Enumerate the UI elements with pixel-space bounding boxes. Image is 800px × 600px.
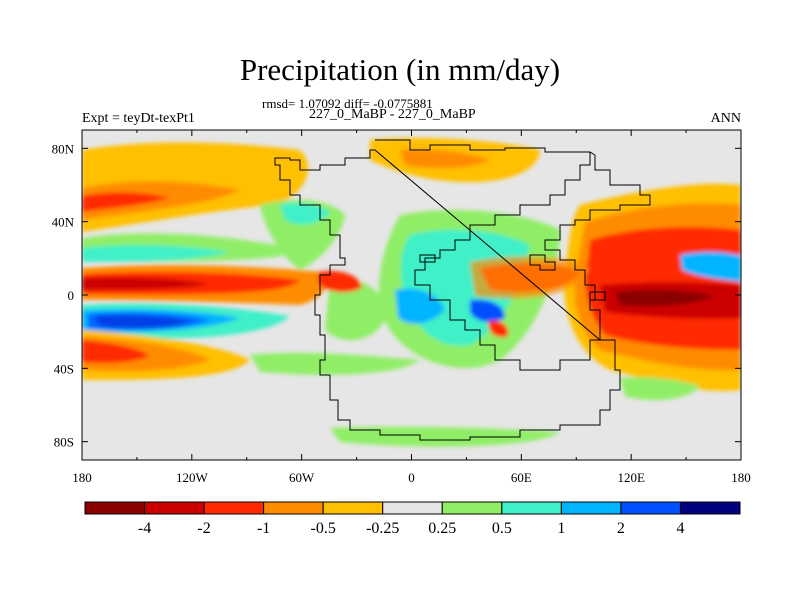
field-right-maroon xyxy=(615,289,715,307)
lat-tick-label: 40N xyxy=(52,215,75,230)
lat-tick-label: 80S xyxy=(54,435,74,450)
colorbar: -4 -2 -1 -0.5 -0.25 0.25 0.5 1 2 4 xyxy=(84,501,741,537)
colorbar-swatch xyxy=(322,501,384,515)
plot-title: Precipitation (in mm/day) xyxy=(239,52,561,87)
colorbar-label: -1 xyxy=(257,520,270,537)
field-southpole-green xyxy=(330,426,560,447)
lon-tick-label: 60E xyxy=(511,470,532,485)
colorbar-swatch xyxy=(263,501,324,515)
colorbar-swatch xyxy=(441,501,503,515)
field-mid-red xyxy=(318,270,362,293)
field-africa-blue xyxy=(395,288,445,324)
colorbar-label: 1 xyxy=(557,520,565,537)
field-south-red2 xyxy=(82,340,150,364)
field-right-blue xyxy=(680,252,741,282)
field-mid-green-s xyxy=(325,279,386,341)
colorbar-swatch xyxy=(560,501,622,515)
lon-tick-label: 180 xyxy=(72,470,92,485)
colorbar-swatch xyxy=(382,501,443,515)
field-west-eq-darkred xyxy=(82,277,210,290)
lon-tick-label: 60W xyxy=(289,470,315,485)
lat-tick-label: 80N xyxy=(52,141,75,156)
field-africa-blue2 xyxy=(470,299,505,322)
colorbar-swatch xyxy=(203,501,265,515)
colorbar-label: 0.25 xyxy=(428,520,456,537)
lon-tick-label: 120E xyxy=(617,470,645,485)
comparison-label: 227_0_MaBP - 227_0_MaBP xyxy=(309,107,476,122)
colorbar-label: 2 xyxy=(617,520,625,537)
season-label: ANN xyxy=(710,111,741,126)
colorbar-label: -0.5 xyxy=(311,520,336,537)
field-center-cyan xyxy=(280,202,330,225)
colorbar-label: 0.5 xyxy=(492,520,512,537)
field-madagascar-red xyxy=(488,320,509,338)
colorbar-swatch xyxy=(501,501,562,515)
precipitation-field xyxy=(82,130,741,460)
colorbar-swatch xyxy=(679,501,741,515)
latitude-axis: 80N 40N 0 40S 80S xyxy=(52,141,741,450)
inland-outline xyxy=(419,254,606,301)
colorbar-swatch xyxy=(84,501,146,515)
lon-tick-label: 180 xyxy=(731,470,751,485)
colorbar-label: -2 xyxy=(197,520,210,537)
longitude-axis: 180 120W 60W 0 60E 120E 180 xyxy=(72,130,751,485)
field-south-green xyxy=(250,352,420,375)
colorbar-label: -4 xyxy=(138,520,151,537)
field-west-cyan-n xyxy=(82,245,230,262)
continent-outline xyxy=(274,139,651,441)
lon-tick-label: 120W xyxy=(176,470,209,485)
field-north-red xyxy=(82,181,240,220)
lon-tick-label: 0 xyxy=(408,470,415,485)
lat-tick-label: 0 xyxy=(68,288,75,303)
colorbar-label: 4 xyxy=(676,520,684,537)
field-north-red2 xyxy=(82,192,170,212)
colorbar-swatch xyxy=(620,501,681,515)
field-north-polar-red xyxy=(400,149,490,169)
field-west-blue-core xyxy=(88,312,210,330)
lat-tick-label: 40S xyxy=(54,361,74,376)
colorbar-label: -0.25 xyxy=(366,520,399,537)
experiment-label: Expt = teyDt-texPt1 xyxy=(82,111,195,126)
field-africa-orange xyxy=(470,256,590,299)
field-eastsouth-green xyxy=(620,377,700,401)
colorbar-swatch xyxy=(144,501,205,515)
stats-line: rmsd= 1.07092 diff= -0.0775881 xyxy=(262,96,433,111)
